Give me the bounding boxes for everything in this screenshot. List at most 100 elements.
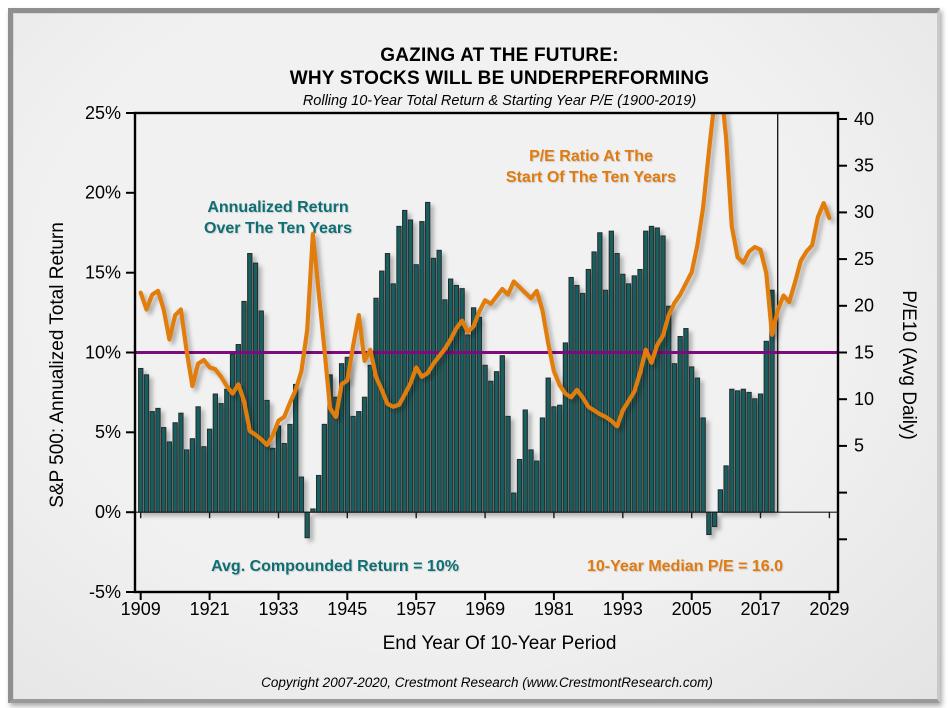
return-bar xyxy=(436,249,442,513)
return-bar xyxy=(734,390,741,513)
return-bar xyxy=(304,511,310,539)
return-bar xyxy=(298,476,305,513)
return-bar xyxy=(608,230,614,513)
right-axis-tick-label: 35 xyxy=(854,155,874,175)
return-bar xyxy=(671,363,678,513)
return-bar xyxy=(390,283,396,513)
left-axis-tick-label: 0% xyxy=(95,502,121,522)
return-bar xyxy=(287,423,293,513)
chart-title-line2: WHY STOCKS WILL BE UNDERPERFORMING xyxy=(289,68,710,89)
chart-title-line1: GAZING AT THE FUTURE: xyxy=(380,45,619,66)
return-bar xyxy=(585,268,592,513)
return-bar xyxy=(602,289,609,513)
return-bar xyxy=(293,383,299,513)
return-bar xyxy=(155,407,161,513)
return-bar xyxy=(384,253,391,513)
return-bar xyxy=(315,474,322,513)
return-bar xyxy=(212,393,218,513)
left-axis-tick-label: -5% xyxy=(89,582,121,602)
left-axis-tick-label: 5% xyxy=(95,422,121,442)
return-bar xyxy=(402,209,408,513)
return-bar xyxy=(488,380,494,513)
right-axis-tick-label: 5 xyxy=(854,436,864,456)
x-axis-tick-label: 1957 xyxy=(396,599,436,619)
return-bar xyxy=(654,227,660,513)
x-axis-title: End Year Of 10-Year Period xyxy=(382,633,617,654)
return-bar xyxy=(505,415,511,513)
return-bar xyxy=(597,232,603,513)
return-bar xyxy=(562,342,569,513)
return-bar xyxy=(321,423,328,513)
return-bar xyxy=(545,377,551,513)
avg-return-annotation: Avg. Compounded Return = 10% xyxy=(211,558,459,575)
return-bar xyxy=(539,417,546,513)
copyright-footer: Copyright 2007-2020, Crestmont Research … xyxy=(261,675,713,690)
return-bar xyxy=(694,377,701,513)
return-bars xyxy=(138,201,775,539)
return-bar xyxy=(465,334,471,513)
return-bar xyxy=(425,201,431,513)
return-bar xyxy=(476,316,482,513)
return-bar xyxy=(447,278,454,513)
bars-series-label-line2: Over The Ten Years xyxy=(204,220,352,237)
right-axis-tick-label: 15 xyxy=(854,342,874,362)
right-axis-tick-label: 40 xyxy=(854,109,874,129)
return-bar xyxy=(252,262,259,513)
return-bar xyxy=(752,398,758,513)
return-bar xyxy=(206,428,213,513)
x-axis-tick-label: 1933 xyxy=(258,599,298,619)
return-bar xyxy=(430,257,437,513)
return-bar xyxy=(361,396,368,513)
return-bar xyxy=(689,366,695,513)
return-bar xyxy=(511,492,517,513)
return-bar xyxy=(666,305,672,513)
x-axis-tick-label: 1981 xyxy=(534,599,574,619)
return-bar xyxy=(143,374,150,513)
bars-series-label-line1: Annualized Return xyxy=(207,199,349,216)
right-axis-tick-label: 30 xyxy=(854,202,874,222)
x-axis-tick-label: 2029 xyxy=(809,599,849,619)
x-axis-tick-label: 1909 xyxy=(121,599,161,619)
return-bar xyxy=(235,344,241,513)
return-bar xyxy=(711,511,718,528)
return-bar xyxy=(178,412,184,513)
return-bar xyxy=(528,449,534,513)
return-bar xyxy=(247,253,253,513)
pe-ratio-line xyxy=(138,113,832,448)
return-bar xyxy=(201,446,207,513)
return-bar xyxy=(723,465,729,513)
return-bar xyxy=(138,367,144,513)
return-bar xyxy=(746,391,752,513)
return-bar xyxy=(149,411,155,513)
return-bar xyxy=(396,225,402,513)
left-axis-tick-label: 20% xyxy=(85,183,121,203)
return-bar xyxy=(493,371,500,513)
return-bar xyxy=(224,388,230,513)
return-bar xyxy=(229,353,236,513)
x-axis-tick-label: 1945 xyxy=(327,599,367,619)
return-bar xyxy=(482,364,488,513)
chart-subtitle: Rolling 10-Year Total Return & Starting … xyxy=(302,93,697,109)
pe-series-label-line2: Start Of The Ten Years xyxy=(505,169,677,186)
return-bar xyxy=(258,310,264,513)
return-bar xyxy=(442,299,448,513)
return-bar xyxy=(161,427,167,513)
return-bar xyxy=(184,449,190,513)
return-bar xyxy=(356,411,362,513)
return-bar xyxy=(172,422,178,513)
return-bar xyxy=(574,284,580,513)
return-bar xyxy=(419,221,425,513)
x-axis-tick-label: 1993 xyxy=(603,599,643,619)
return-bar xyxy=(499,355,505,513)
return-bar xyxy=(275,425,282,513)
return-bar xyxy=(717,489,724,513)
return-bar xyxy=(166,441,173,513)
return-bar xyxy=(407,219,414,513)
return-bar xyxy=(706,511,712,536)
return-bar xyxy=(648,225,655,513)
return-bar xyxy=(660,235,666,513)
x-axis-tick-label: 1921 xyxy=(190,599,230,619)
median-pe-annotation: 10-Year Median P/E = 16.0 xyxy=(586,558,784,575)
